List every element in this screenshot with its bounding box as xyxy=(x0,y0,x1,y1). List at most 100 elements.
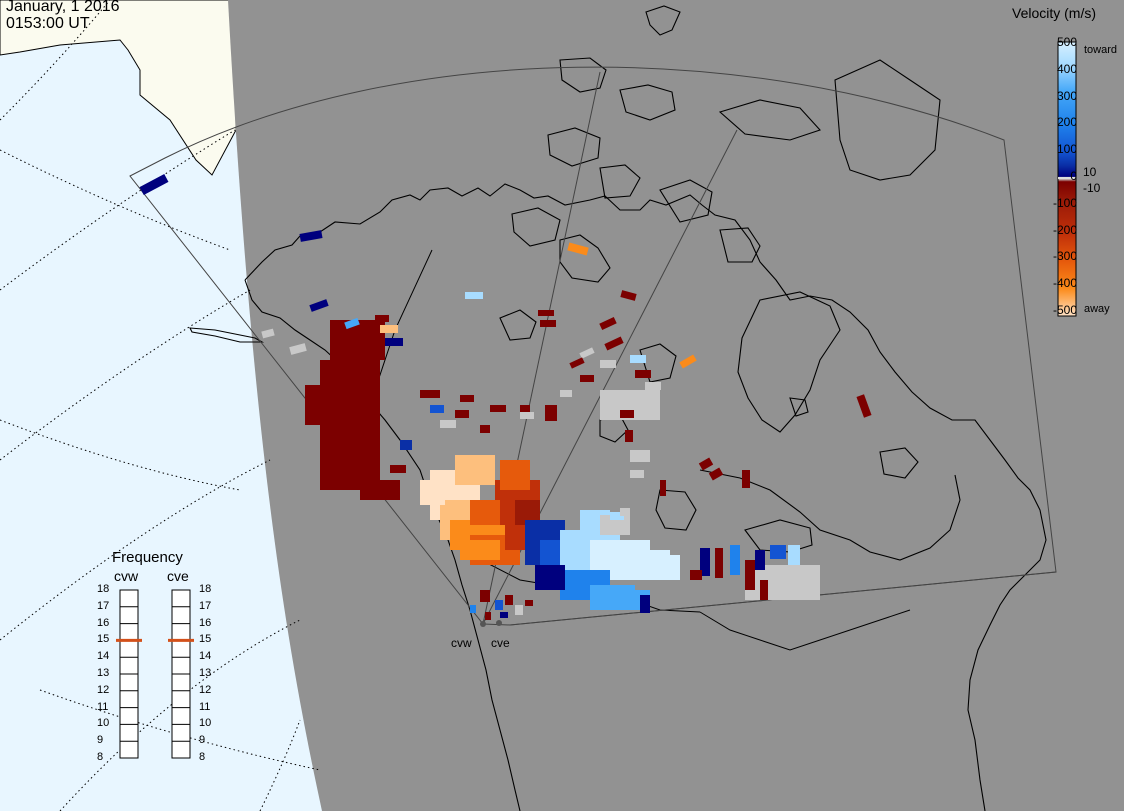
velocity-cell xyxy=(385,338,403,346)
velocity-cell xyxy=(480,590,490,602)
radar-site-cvw xyxy=(480,621,486,627)
velocity-cell xyxy=(630,470,644,478)
coastlines xyxy=(189,5,1047,811)
velocity-cell xyxy=(540,320,556,327)
velocity-cell xyxy=(610,512,624,520)
frequency-radar-cvw: cvw xyxy=(114,568,139,584)
radar-site-cve xyxy=(496,620,502,626)
frequency-scale-label-cvw: 18 xyxy=(97,583,110,595)
velocity-cell xyxy=(560,390,572,397)
frequency-scale-label-cve: 17 xyxy=(199,599,212,612)
velocity-cell xyxy=(730,545,740,575)
colorbar-title: Velocity (m/s) xyxy=(1012,5,1097,21)
velocity-cell xyxy=(545,405,557,421)
velocity-cell xyxy=(344,317,360,330)
velocity-cell xyxy=(525,600,533,606)
map-time: 0153:00 UT xyxy=(6,15,90,32)
frequency-scale-label-cve: 18 xyxy=(199,583,212,595)
velocity-cell xyxy=(289,343,307,355)
velocity-cell xyxy=(742,470,750,488)
velocity-cell xyxy=(745,560,755,590)
velocity-cell xyxy=(760,580,768,600)
frequency-scale-label-cve: 11 xyxy=(199,700,211,713)
frequency-scale-label-cvw: 14 xyxy=(97,650,110,663)
velocity-cell xyxy=(500,612,508,618)
velocity-cell xyxy=(650,555,680,580)
frequency-scale-label-cvw: 13 xyxy=(97,667,110,679)
velocity-cell xyxy=(470,605,476,613)
velocity-cell xyxy=(580,375,594,382)
velocity-cell xyxy=(567,242,589,256)
velocity-cell xyxy=(604,336,624,351)
frequency-panel xyxy=(116,589,194,759)
frequency-scale-label-cvw: 17 xyxy=(97,599,110,612)
velocity-cell xyxy=(515,605,523,615)
velocity-cell xyxy=(485,612,491,620)
velocity-cell xyxy=(380,325,398,333)
velocity-cell xyxy=(380,485,394,495)
frequency-scale-label-cve: 8 xyxy=(199,751,206,763)
colorbar-tick-label: -100 xyxy=(1052,196,1077,210)
frequency-scale-label-cve: 10 xyxy=(199,717,212,730)
frequency-scale-label-cvw: 8 xyxy=(97,751,104,763)
velocity-cell xyxy=(640,595,650,613)
velocity-cell xyxy=(700,548,710,576)
velocity-cell xyxy=(261,328,275,339)
frequency-radar-cve: cve xyxy=(167,568,189,584)
velocity-cell xyxy=(420,390,440,398)
velocity-cell xyxy=(455,410,469,418)
velocity-cell xyxy=(430,405,444,413)
radar-label-cve: cve xyxy=(491,636,510,650)
velocity-cell xyxy=(305,385,335,425)
colorbar-tick-label: 0 xyxy=(1070,169,1077,183)
velocity-cell xyxy=(460,540,500,560)
velocity-cell xyxy=(635,370,651,378)
colorbar-tick-label: -300 xyxy=(1052,249,1077,263)
velocity-cell xyxy=(569,357,585,369)
velocity-cell xyxy=(630,450,650,462)
velocity-cell xyxy=(390,465,406,473)
velocity-cell xyxy=(679,354,697,369)
frequency-scale-label-cve: 16 xyxy=(199,616,212,629)
velocity-cell xyxy=(490,405,506,412)
velocity-cell xyxy=(630,355,646,363)
velocity-cell xyxy=(505,595,513,605)
velocity-cell xyxy=(495,600,503,610)
colorbar-tick-label: 10 xyxy=(1083,165,1097,179)
velocity-cell xyxy=(470,500,500,525)
velocity-cell xyxy=(745,565,820,600)
velocity-cell xyxy=(698,457,714,471)
velocity-cell xyxy=(520,405,530,413)
velocity-cell xyxy=(455,455,495,485)
colorbar-tick-label: -400 xyxy=(1052,276,1077,290)
velocity-cell xyxy=(599,316,617,331)
colorbar-tick-label: 300 xyxy=(1056,89,1077,103)
velocity-cell xyxy=(856,394,872,418)
velocity-cell xyxy=(788,545,800,565)
velocity-cell xyxy=(600,360,616,368)
siberia-land xyxy=(0,0,237,176)
velocity-cell xyxy=(538,310,554,316)
frequency-scale-label-cve: 15 xyxy=(199,633,212,646)
frequency-scale-label-cve: 12 xyxy=(199,683,212,696)
frequency-scale-label-cvw: 9 xyxy=(97,734,104,747)
frequency-scale-label-cve: 9 xyxy=(199,734,206,747)
velocity-cell xyxy=(345,345,370,370)
velocity-cell xyxy=(299,230,323,242)
velocity-cell xyxy=(770,545,786,559)
colorbar-tick-label: 400 xyxy=(1056,62,1077,76)
colorbar-tick-label: 500 xyxy=(1056,35,1077,49)
colorbar-tick-label: 200 xyxy=(1056,115,1077,129)
velocity-cell xyxy=(755,550,765,570)
velocity-cell xyxy=(715,548,723,578)
colorbar-tick-label: -10 xyxy=(1083,181,1101,195)
frequency-scale-label-cve: 14 xyxy=(199,650,212,663)
velocity-cell xyxy=(579,347,595,359)
colorbar-away-label: away xyxy=(1084,303,1110,315)
velocity-cell xyxy=(139,173,169,196)
velocity-cell xyxy=(535,565,565,590)
map-date: January, 1 2016 xyxy=(6,0,120,15)
colorbar-tick-label: 100 xyxy=(1056,142,1077,156)
outside-fov-region xyxy=(228,0,1124,811)
